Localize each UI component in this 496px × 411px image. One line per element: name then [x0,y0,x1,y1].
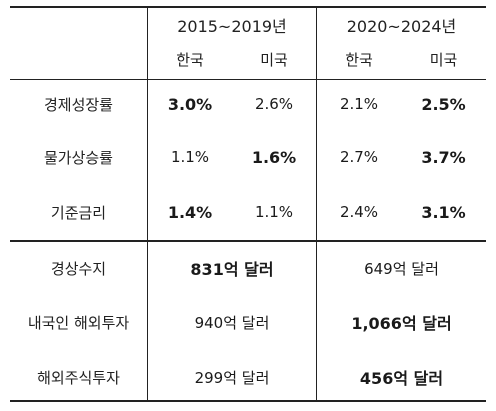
growth-us-p1: 2.6% [254,95,294,113]
row-label-rate: 기준금리 [50,203,107,222]
table-bottom-border [10,400,486,402]
current-account-p2: 649억 달러 [364,259,439,278]
row-label-inflation: 물가상승률 [43,148,113,167]
outward-investment-p2: 1,066억 달러 [351,314,452,333]
current-account-p1: 831억 달러 [190,260,274,279]
period2-header: 2020~2024년 [346,17,457,36]
col-divider-1 [147,6,148,402]
header-bottom-border [10,79,486,80]
row-label-growth: 경제성장률 [43,95,113,114]
inflation-us-p1: 1.6% [251,147,297,167]
growth-kr-p2: 2.1% [339,95,379,113]
inflation-kr-p2: 2.7% [339,148,379,166]
rate-us-p2: 3.1% [421,202,466,222]
usa-header-1: 미국 [260,50,288,69]
korea-header-1: 한국 [176,50,204,69]
inflation-kr-p1: 1.1% [170,148,210,166]
period1-header: 2015~2019년 [177,17,287,36]
foreign-stock-p1: 299억 달러 [194,368,270,387]
growth-us-p2: 2.5% [421,94,466,114]
table-top-border [10,6,486,8]
row-label-current-account: 경상수지 [50,259,107,278]
section-divider [10,240,486,242]
foreign-stock-p2: 456억 달러 [359,369,444,388]
outward-investment-p1: 940억 달러 [194,313,270,332]
row-label-outward-investment: 내국인 해외투자 [27,313,130,332]
usa-header-2: 미국 [429,50,458,69]
korea-header-2: 한국 [345,50,373,69]
comparison-table: 2015~2019년 2020~2024년 한국 미국 한국 미국 경제성장률 … [10,6,486,402]
rate-us-p1: 1.1% [254,203,294,221]
growth-kr-p1: 3.0% [167,94,213,114]
rate-kr-p1: 1.4% [167,202,213,222]
col-divider-2 [316,6,317,402]
inflation-us-p2: 3.7% [421,147,466,167]
row-label-foreign-stock: 해외주식투자 [37,368,120,387]
rate-kr-p2: 2.4% [339,203,379,221]
